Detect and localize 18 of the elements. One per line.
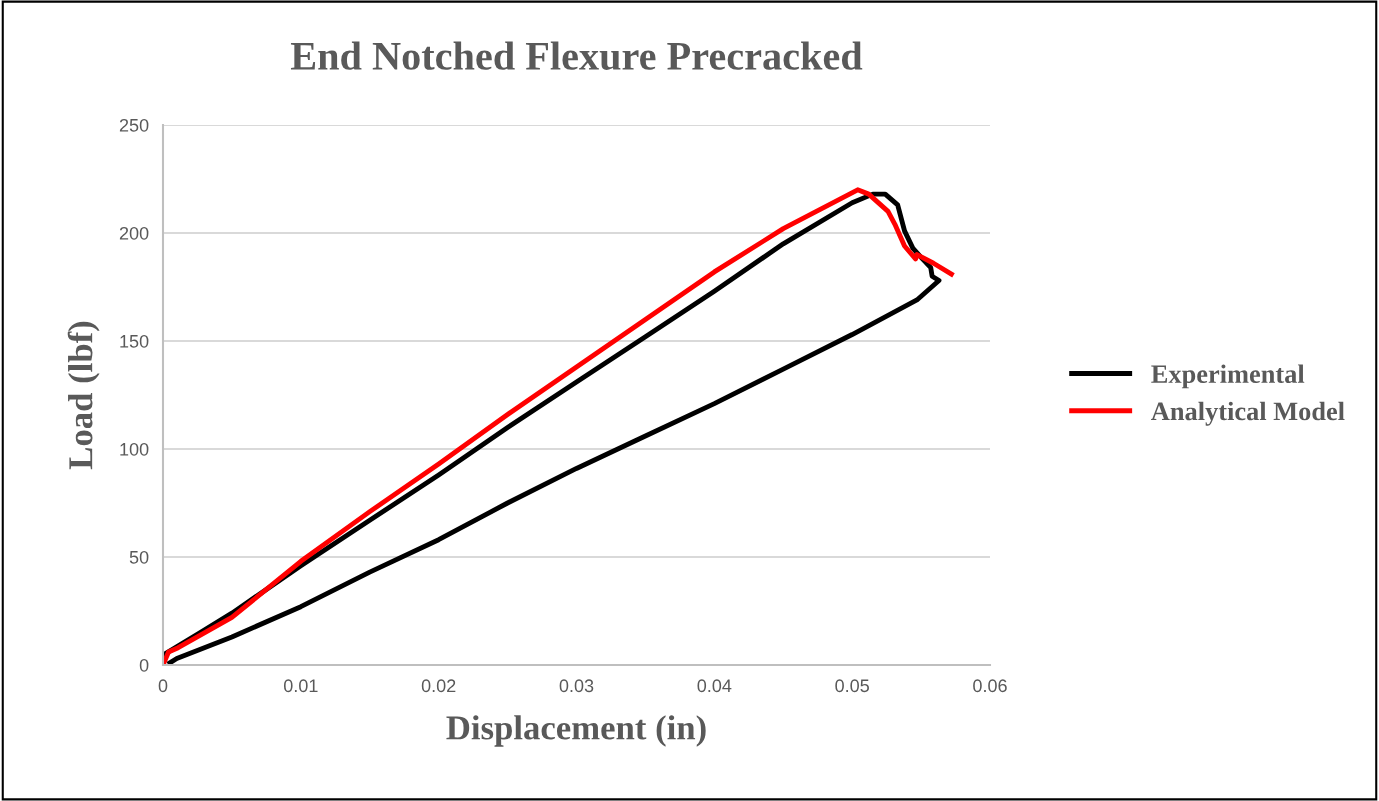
x-tick-label: 0.06 <box>973 679 1007 693</box>
chart-title: End Notched Flexure Precracked <box>290 41 863 70</box>
x-tick-label: 0.04 <box>697 679 732 693</box>
x-tick-label: 0 <box>158 679 168 693</box>
x-tick-label: 0.03 <box>559 679 594 693</box>
y-tick-label: 100 <box>120 442 149 456</box>
x-tick-label: 0.01 <box>283 679 318 693</box>
y-tick-label: 0 <box>139 658 149 672</box>
x-tick-label: 0.05 <box>835 679 869 693</box>
y-tick-label: 250 <box>119 118 149 132</box>
legend-label: Experimental <box>1151 364 1305 389</box>
y-tick-label: 150 <box>120 334 149 348</box>
y-axis-title: Load (lbf) <box>67 321 100 470</box>
legend-label: Analytical Model <box>1151 401 1345 426</box>
x-tick-label: 0.02 <box>421 679 456 693</box>
x-axis-title: Displacement (in) <box>446 715 706 747</box>
y-tick-label: 50 <box>129 550 149 564</box>
y-tick-label: 200 <box>119 226 149 240</box>
